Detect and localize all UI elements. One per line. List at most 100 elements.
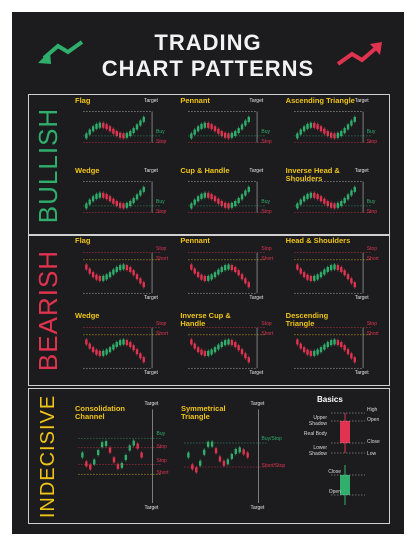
candle (129, 340, 132, 349)
indecisive-side-label: INDECISIVE (37, 394, 60, 518)
pattern-chart (293, 327, 371, 369)
candle (105, 347, 108, 356)
candle (231, 201, 234, 210)
candle (230, 452, 234, 461)
buy-label: Buy (366, 198, 376, 205)
candle (139, 351, 142, 360)
candle (349, 351, 353, 360)
candle (135, 347, 139, 356)
target-label: Target (354, 370, 369, 377)
candle (203, 274, 207, 283)
candle (220, 265, 224, 274)
pattern-title: Pennant (180, 96, 210, 105)
candle (203, 349, 207, 358)
candle (299, 128, 302, 137)
candle (88, 342, 91, 351)
candle (102, 274, 105, 283)
candle (207, 274, 210, 283)
short-label: Short (261, 330, 274, 337)
buy-label: Buy (156, 198, 165, 205)
stop-label: Stop (261, 320, 272, 327)
candle (88, 128, 91, 137)
stop-label: Stop (261, 245, 272, 252)
target-label: Target (249, 167, 264, 174)
candle (197, 270, 200, 279)
candle (244, 188, 247, 197)
candle (349, 276, 353, 285)
candle (199, 459, 202, 468)
candle (220, 199, 224, 208)
pattern-title: Inverse Head & Shoulders (285, 166, 340, 183)
candle (316, 272, 319, 281)
stop-label: Stop (156, 138, 167, 145)
candle (349, 188, 353, 197)
buy-label: Buy (366, 128, 376, 135)
buy-stop-label: Buy/Stop (261, 436, 282, 442)
short-label: Short (156, 330, 168, 337)
candle (224, 338, 227, 347)
candle (339, 199, 343, 208)
candle (125, 131, 129, 140)
pattern-chart (293, 111, 371, 143)
candle (312, 121, 316, 130)
green-candle (340, 465, 350, 505)
open-label: Open (328, 489, 341, 495)
stop-label: Stop (366, 138, 377, 145)
target-label: Target (144, 370, 158, 377)
candle (207, 349, 210, 358)
stop-label: Stop (156, 208, 167, 215)
candle (234, 199, 237, 208)
indecisive-section: INDECISIVE Consolidation Channel Target Bu… (28, 388, 390, 524)
candle (224, 263, 227, 272)
candle (122, 262, 125, 271)
candle (309, 191, 312, 200)
poster: TRADING CHART PATTERNS BULLISH Flag Targe… (12, 12, 404, 534)
candle (197, 345, 200, 354)
candle (322, 343, 326, 352)
candle (217, 343, 220, 352)
close-label: Close (367, 439, 380, 445)
candle (135, 272, 139, 281)
candle (95, 273, 98, 282)
pattern-title: Symmetrical Triangle (181, 404, 226, 421)
candle (295, 337, 299, 346)
candle (214, 194, 217, 203)
candle (139, 118, 142, 127)
candle (332, 262, 336, 271)
target-label: Target (250, 401, 265, 408)
stop-label: Stop (156, 320, 167, 327)
pattern-title: Pennant (180, 236, 210, 245)
candle (85, 262, 88, 271)
candle (193, 198, 197, 207)
candle (302, 270, 305, 279)
pattern-title: Wedge (75, 311, 100, 320)
candle (190, 262, 193, 271)
candle (207, 121, 210, 130)
candle (132, 439, 135, 448)
candle (322, 197, 326, 206)
candle (105, 122, 108, 131)
candle (343, 343, 346, 352)
indecisive-panel: Consolidation Channel Target Buy Stop Stop Sh… (73, 389, 389, 523)
red-arrow-up-icon (336, 42, 382, 66)
short-label: Short (156, 255, 168, 262)
candle (190, 337, 193, 346)
candle (319, 270, 322, 279)
candle (95, 348, 98, 357)
pattern-chart (293, 181, 371, 213)
candle (241, 192, 244, 201)
candle (353, 355, 356, 364)
candle (125, 338, 129, 347)
candle (241, 122, 244, 131)
candle (118, 201, 122, 210)
candle (193, 342, 197, 351)
candle (210, 440, 214, 449)
candle (234, 129, 237, 138)
candle (336, 338, 339, 347)
red-candle (340, 413, 350, 453)
candle (118, 131, 122, 140)
short-stop-label: Short/Stop (261, 463, 286, 469)
candle (195, 465, 198, 474)
candle (139, 276, 142, 285)
target-label: Target (144, 167, 158, 174)
